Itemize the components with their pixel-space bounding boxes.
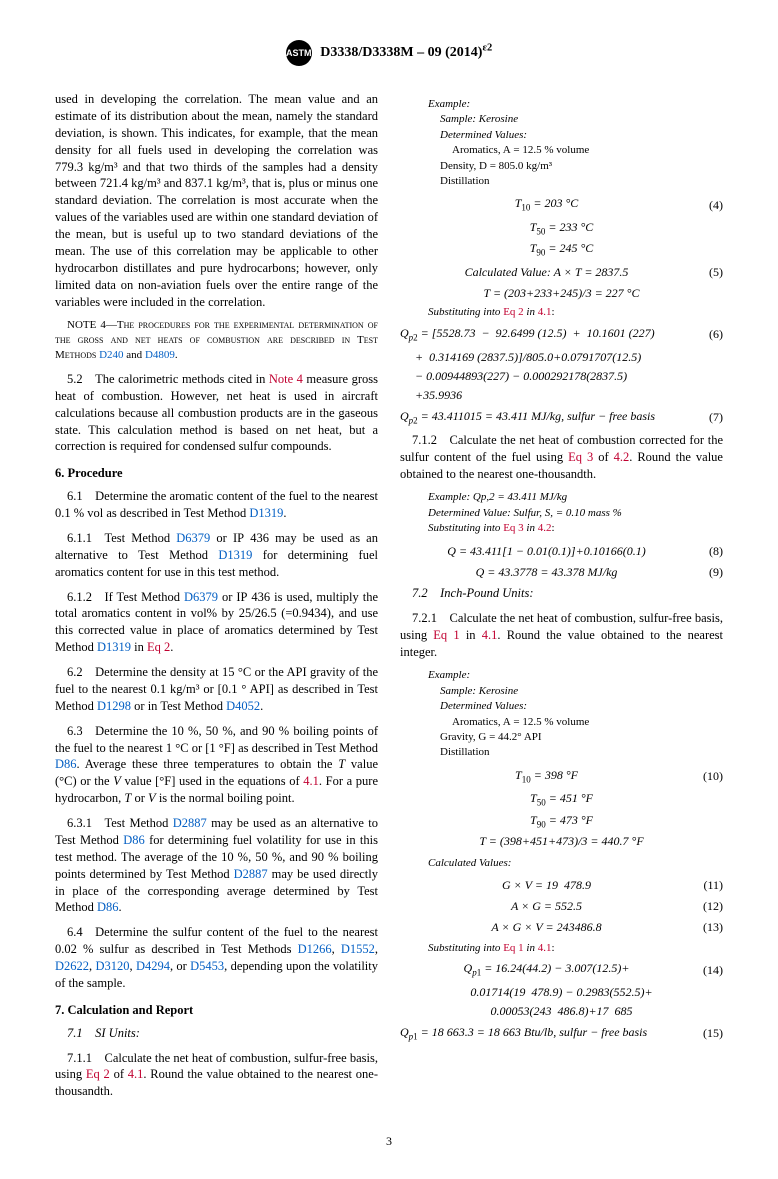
right-column: Example: Sample: Kerosine Determined Val… [400, 91, 723, 1108]
eq-6c: − 0.00944893(227) − 0.000292178(2837.5) [400, 368, 723, 384]
eq-t50f: T50 = 451 °F [400, 790, 723, 809]
ref-eq2-1[interactable]: Eq 2 [147, 640, 170, 654]
ref-d3120[interactable]: D3120 [95, 959, 129, 973]
ref-d1552[interactable]: D1552 [341, 942, 375, 956]
doc-sup: ε2 [482, 43, 492, 54]
eq-6: Qp2 = [5528.73 − 92.6499 (12.5) + 10.160… [400, 325, 723, 344]
ref-d6379-1[interactable]: D6379 [176, 531, 210, 545]
eq-5: Calculated Value: A × T = 2837.5(5) [400, 264, 723, 280]
para-6-1-1: 6.1.1 Test Method D6379 or IP 436 may be… [55, 530, 378, 581]
eq-12: A × G = 552.5(12) [400, 898, 723, 914]
note-4: NOTE 4—The procedures for the experiment… [55, 318, 378, 363]
doc-number: D3338/D3338M – 09 (2014) [320, 45, 482, 60]
section-6: 6. Procedure [55, 465, 378, 482]
eq-7: Qp2 = 43.411015 = 43.411 MJ/kg, sulfur −… [400, 408, 723, 427]
eq-t90f: T90 = 473 °F [400, 812, 723, 831]
ref-eq1-2[interactable]: Eq 1 [503, 942, 523, 954]
para-6-2: 6.2 Determine the density at 15 °C or th… [55, 664, 378, 715]
para-6-3: 6.3 Determine the 10 %, 50 %, and 90 % b… [55, 723, 378, 807]
ref-d4052[interactable]: D4052 [226, 699, 260, 713]
eq-10: T10 = 398 °F(10) [400, 767, 723, 786]
eq-6b: + 0.314169 (2837.5)]/805.0+0.0791707(12.… [400, 349, 723, 365]
section-7: 7. Calculation and Report [55, 1002, 378, 1019]
para-7-1-2: 7.1.2 Calculate the net heat of combusti… [400, 432, 723, 483]
left-column: used in developing the correlation. The … [55, 91, 378, 1108]
eq-tmean: T = (203+233+245)/3 = 227 °C [400, 285, 723, 301]
example-1: Example: Sample: Kerosine Determined Val… [400, 97, 723, 189]
para-7-2: 7.2 Inch-Pound Units: [400, 585, 723, 602]
page-header: ASTM D3338/D3338M – 09 (2014)ε2 [55, 40, 723, 66]
ref-d86-3[interactable]: D86 [97, 900, 119, 914]
ref-d86-2[interactable]: D86 [123, 833, 145, 847]
ref-d1266[interactable]: D1266 [298, 942, 332, 956]
eq-t50: T50 = 233 °C [400, 219, 723, 238]
astm-logo: ASTM [286, 40, 312, 66]
eq-14c: 0.00053(243 486.8)+17 685 [400, 1003, 723, 1019]
eq-13: A × G × V = 243486.8(13) [400, 919, 723, 935]
eq-8: Q = 43.411[1 − 0.01(0.1)]+0.10166(0.1)(8… [400, 543, 723, 559]
ref-4-1-5[interactable]: 4.1 [538, 942, 552, 954]
calc-values: Calculated Values: [400, 856, 723, 871]
ref-d2887-1[interactable]: D2887 [173, 816, 207, 830]
para-5-1-cont: used in developing the correlation. The … [55, 91, 378, 310]
eq-6d: +35.9936 [400, 387, 723, 403]
example-2: Example: Qp,2 = 43.411 MJ/kg Determined … [400, 490, 723, 536]
ref-d6379-2[interactable]: D6379 [184, 590, 218, 604]
eq-9: Q = 43.3778 = 43.378 MJ/kg(9) [400, 564, 723, 580]
para-7-1-1: 7.1.1 Calculate the net heat of combusti… [55, 1050, 378, 1101]
sub-note-1: Substituting into Eq 2 in 4.1: [400, 305, 723, 320]
eq-14: Qp1 = 16.24(44.2) − 3.007(12.5)+(14) [400, 960, 723, 979]
ref-d1298[interactable]: D1298 [97, 699, 131, 713]
ref-d4294[interactable]: D4294 [136, 959, 170, 973]
eq-11: G × V = 19 478.9(11) [400, 877, 723, 893]
ref-d5453[interactable]: D5453 [190, 959, 224, 973]
ref-d1319-3[interactable]: D1319 [97, 640, 131, 654]
example-3: Example: Sample: Kerosine Determined Val… [400, 668, 723, 760]
ref-4-1-4[interactable]: 4.1 [482, 628, 498, 642]
eq-t90: T90 = 245 °C [400, 240, 723, 259]
ref-d2887-2[interactable]: D2887 [234, 867, 268, 881]
ref-4-1-2[interactable]: 4.1 [128, 1067, 144, 1081]
ref-eq3[interactable]: Eq 3 [568, 450, 593, 464]
ref-eq3-2[interactable]: Eq 3 [503, 522, 523, 534]
ref-d86-1[interactable]: D86 [55, 757, 77, 771]
eq-4: T10 = 203 °C(4) [400, 195, 723, 214]
ref-4-1-3[interactable]: 4.1 [538, 306, 552, 318]
para-7-2-1: 7.2.1 Calculate the net heat of combusti… [400, 610, 723, 661]
ref-eq2-3[interactable]: Eq 2 [503, 306, 523, 318]
para-6-4: 6.4 Determine the sulfur content of the … [55, 924, 378, 992]
ref-d240[interactable]: D240 [99, 349, 123, 361]
eq-15: Qp1 = 18 663.3 = 18 663 Btu/lb, sulfur −… [400, 1024, 723, 1043]
ref-eq1[interactable]: Eq 1 [433, 628, 459, 642]
ref-eq2-2[interactable]: Eq 2 [86, 1067, 110, 1081]
sub-note-2: Substituting into Eq 1 in 4.1: [400, 941, 723, 956]
ref-4-2-2[interactable]: 4.2 [538, 522, 552, 534]
ref-note4[interactable]: Note 4 [269, 372, 303, 386]
ref-4-2[interactable]: 4.2 [614, 450, 630, 464]
para-6-1-2: 6.1.2 If Test Method D6379 or IP 436 is … [55, 589, 378, 657]
ref-d4809[interactable]: D4809 [145, 349, 175, 361]
para-7-1: 7.1 SI Units: [55, 1025, 378, 1042]
para-6-1: 6.1 Determine the aromatic content of th… [55, 488, 378, 522]
eq-tmeanf: T = (398+451+473)/3 = 440.7 °F [400, 833, 723, 849]
ref-d1319-1[interactable]: D1319 [249, 506, 283, 520]
eq-14b: 0.01714(19 478.9) − 0.2983(552.5)+ [400, 984, 723, 1000]
ref-4-1-1[interactable]: 4.1 [303, 774, 319, 788]
ref-d1319-2[interactable]: D1319 [218, 548, 252, 562]
ref-d2622[interactable]: D2622 [55, 959, 89, 973]
page-number: 3 [55, 1133, 723, 1149]
para-5-2: 5.2 The calorimetric methods cited in No… [55, 371, 378, 455]
para-6-3-1: 6.3.1 Test Method D2887 may be used as a… [55, 815, 378, 916]
